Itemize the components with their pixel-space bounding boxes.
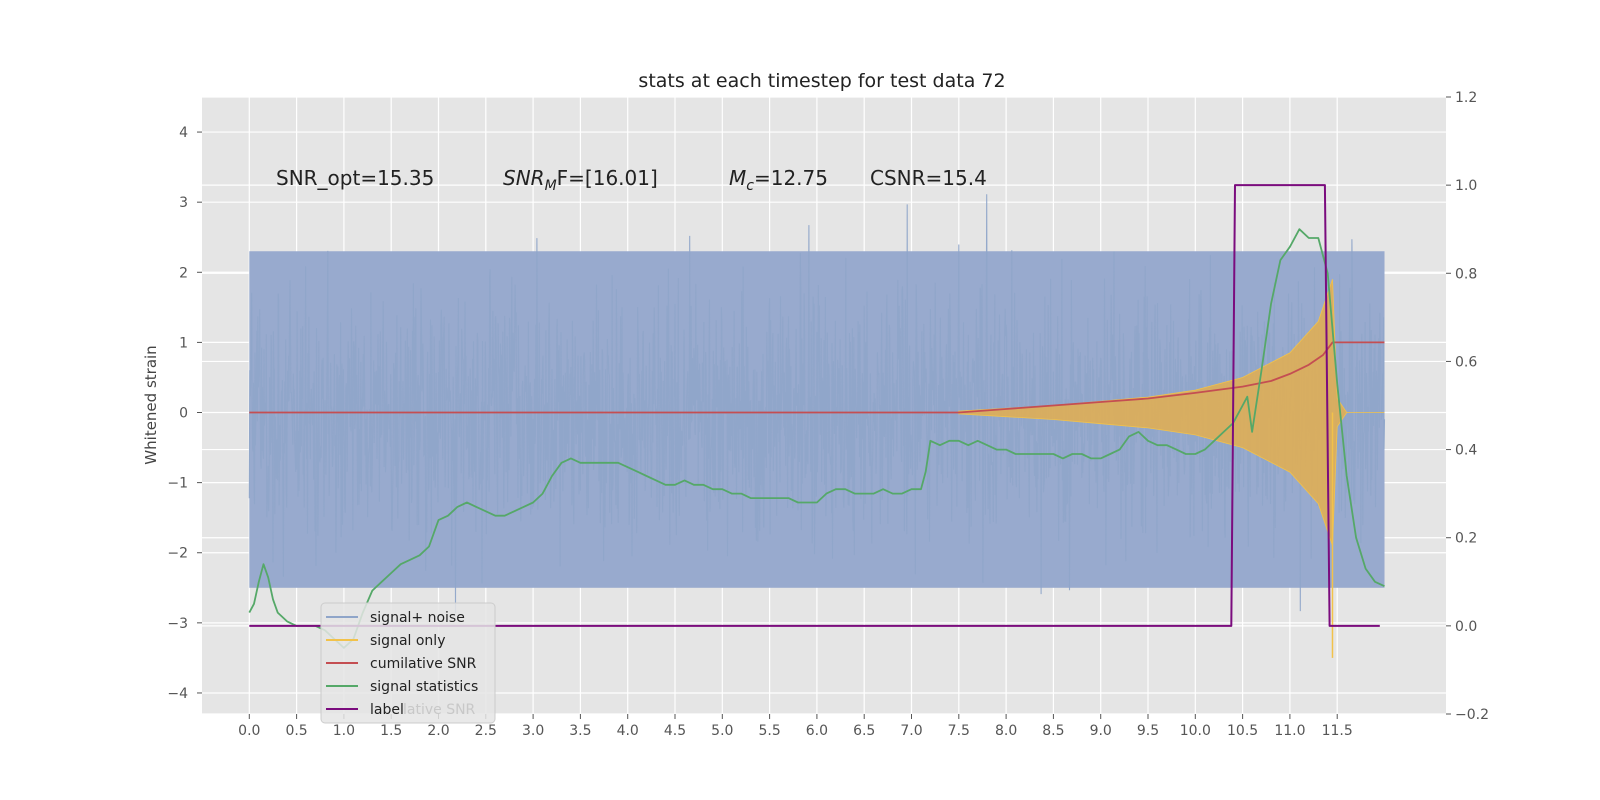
x-tick-label-6: 3.0 xyxy=(522,723,544,739)
legend-label-label: label xyxy=(370,702,404,718)
legend: lative SNR signal+ noise signal only cum… xyxy=(320,602,496,724)
x-tick-label-21: 10.5 xyxy=(1227,723,1258,739)
x-tick-label-22: 11.0 xyxy=(1274,723,1305,739)
x-tick-label-8: 4.0 xyxy=(617,723,639,739)
y-tick-label-6: −2 xyxy=(167,546,188,562)
annotations: SNR_opt=15.35 SNRMF=[16.01] Mc=12.75 CSN… xyxy=(276,166,987,194)
y2-tick-label-6: 0.0 xyxy=(1455,619,1477,635)
y2-tick-label-1: 1.0 xyxy=(1455,178,1477,194)
legend-box xyxy=(320,602,496,724)
x-tick-label-14: 7.0 xyxy=(900,723,922,739)
y-tick-label-5: −1 xyxy=(167,476,188,492)
y-tick-label-4: 0 xyxy=(179,406,188,422)
signal-only-envelope xyxy=(958,279,1385,546)
legend-label-signal-only: signal only xyxy=(370,633,445,649)
y2-tick-label-4: 0.4 xyxy=(1455,443,1477,459)
annotation-csnr: CSNR=15.4 xyxy=(870,166,987,190)
legend-shadow-text: lative SNR xyxy=(403,702,476,718)
signal-statistics-line xyxy=(248,228,1385,649)
x-tick-label-0: 0.0 xyxy=(238,723,260,739)
y-tick-label-0: 4 xyxy=(179,125,188,141)
data-series xyxy=(248,184,1386,658)
x-tick-label-19: 9.5 xyxy=(1137,723,1159,739)
x-tick-label-16: 8.0 xyxy=(995,723,1017,739)
y2-tick-label-7: −0.2 xyxy=(1455,707,1489,723)
x-tick-label-23: 11.5 xyxy=(1322,723,1353,739)
y-axis-label: Whitened strain xyxy=(142,345,160,464)
y-tick-label-3: 1 xyxy=(179,335,188,351)
cumulative-snr-line xyxy=(249,341,1385,414)
annotation-mc: Mc=12.75 xyxy=(729,166,828,194)
y2-tick-label-0: 1.2 xyxy=(1455,90,1477,106)
x-tick-label-11: 5.5 xyxy=(758,723,780,739)
x-tick-label-4: 2.0 xyxy=(427,723,449,739)
y-tick-label-8: −4 xyxy=(167,686,188,702)
chart-title: stats at each timestep for test data 72 xyxy=(638,70,1005,92)
legend-label-cumulative-snr: cumilative SNR xyxy=(370,656,477,672)
x-tick-label-12: 6.0 xyxy=(806,723,828,739)
y-tick-label-7: −3 xyxy=(167,616,188,632)
x-tick-label-15: 7.5 xyxy=(948,723,970,739)
x-tick-label-7: 3.5 xyxy=(569,723,591,739)
x-tick-label-10: 5.0 xyxy=(711,723,733,739)
annotation-snr-mf: SNRMF=[16.01] xyxy=(503,166,658,194)
y2-tick-label-2: 0.8 xyxy=(1455,266,1477,282)
y-tick-label-2: 2 xyxy=(179,265,188,281)
x-tick-label-1: 0.5 xyxy=(285,723,307,739)
legend-label-signal-statistics: signal statistics xyxy=(370,679,478,695)
y2-tick-label-3: 0.6 xyxy=(1455,354,1477,370)
x-tick-label-5: 2.5 xyxy=(475,723,497,739)
axis-ticks: 0.0 0.5 1.0 1.5 2.0 2.5 3.0 3.5 4.0 4.5 5.0 5.5 6.0 6… xyxy=(167,90,1489,739)
y2-tick-label-5: 0.2 xyxy=(1455,531,1477,547)
x-tick-label-18: 9.0 xyxy=(1090,723,1112,739)
annotation-snr-opt: SNR_opt=15.35 xyxy=(276,166,434,190)
signal-noise-line xyxy=(248,194,1386,614)
x-tick-label-13: 6.5 xyxy=(853,723,875,739)
label-line xyxy=(249,184,1380,627)
y-tick-label-1: 3 xyxy=(179,195,188,211)
x-tick-label-20: 10.0 xyxy=(1180,723,1211,739)
x-tick-label-9: 4.5 xyxy=(664,723,686,739)
x-tick-label-2: 1.0 xyxy=(333,723,355,739)
legend-label-signal-noise: signal+ noise xyxy=(370,610,465,626)
x-tick-label-3: 1.5 xyxy=(380,723,402,739)
x-tick-label-17: 8.5 xyxy=(1042,723,1064,739)
